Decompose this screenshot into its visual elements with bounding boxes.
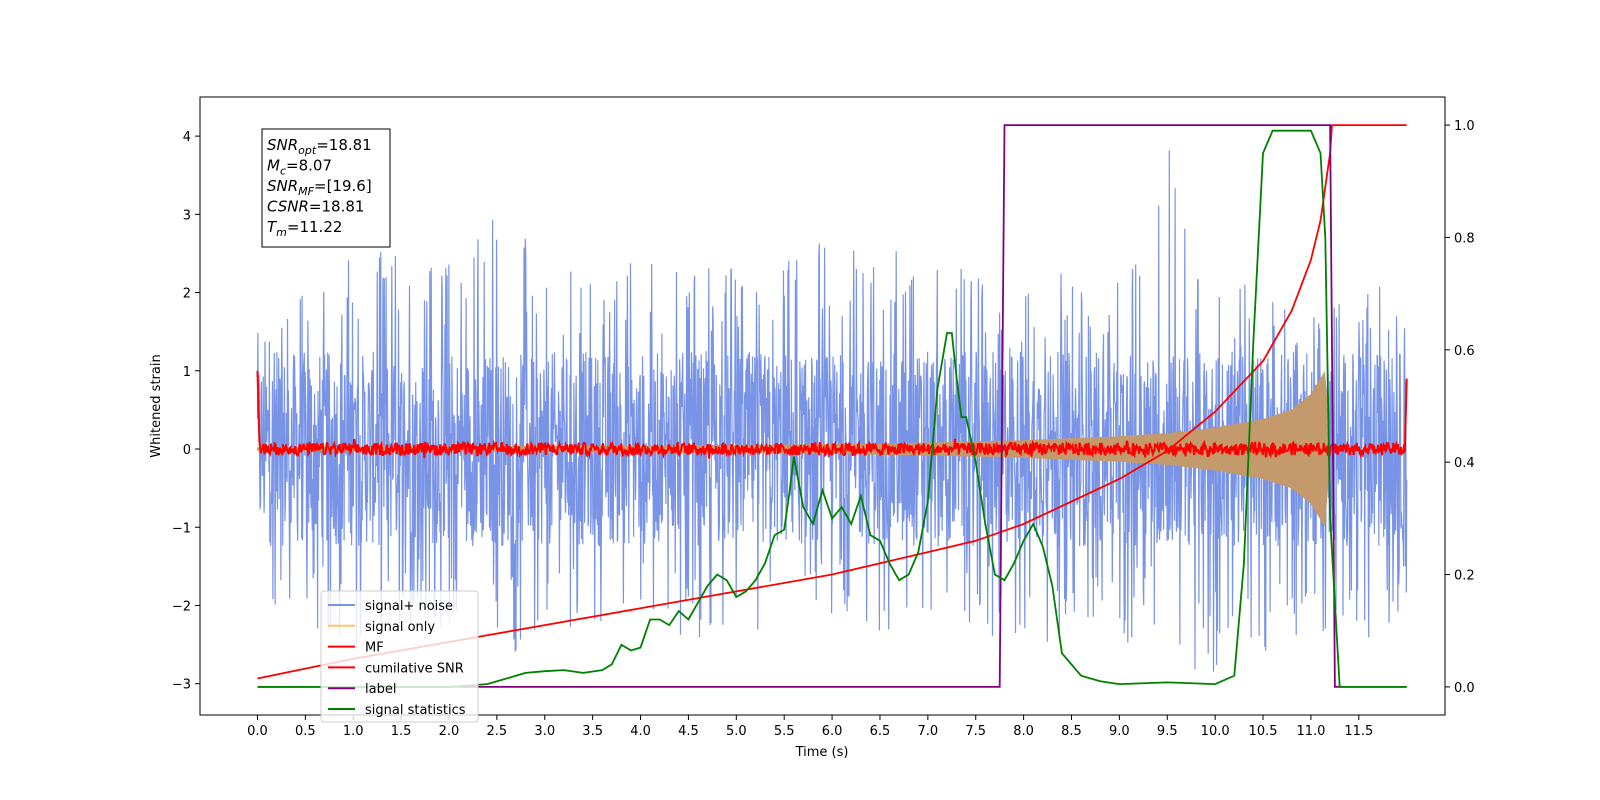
x-tick-label: 4.0 — [630, 724, 651, 739]
x-tick-label: 5.5 — [774, 724, 795, 739]
annotation-box: SNRopt=18.81Mc=8.07SNRMF=[19.6]CSNR=18.8… — [261, 128, 391, 248]
x-tick-label: 10.0 — [1201, 724, 1230, 739]
y-tick-label: 2 — [183, 287, 191, 302]
y2-axis-ticks: 1.0 0.8 0.6 0.4 0.2 0.0 — [1445, 119, 1475, 696]
annotation-line: SNRopt=18.81 — [267, 136, 372, 157]
x-tick-label: 3.5 — [582, 724, 603, 739]
y-tick-label: −1 — [172, 521, 191, 536]
x-tick-label: 2.0 — [439, 724, 460, 739]
x-tick-label: 1.0 — [343, 724, 364, 739]
x-tick-label: 10.5 — [1249, 724, 1278, 739]
legend-label: cumilative SNR — [365, 661, 464, 676]
y2-tick-label: 0.6 — [1454, 344, 1475, 359]
legend-label: signal+ noise — [365, 599, 453, 614]
x-tick-label: 2.5 — [487, 724, 508, 739]
series-mf — [256, 370, 1408, 460]
y2-tick-label: 0.0 — [1454, 681, 1475, 696]
x-tick-label: 1.5 — [391, 724, 412, 739]
x-tick-label: 0.5 — [295, 724, 316, 739]
x-tick-label: 9.0 — [1109, 724, 1130, 739]
legend: signal+ noise signal only MF cumilative SNR… — [320, 590, 479, 723]
annotation-line: Tm=11.22 — [267, 218, 342, 239]
annotation-line: CSNR=18.81 — [267, 198, 364, 216]
y-tick-label: −2 — [172, 599, 191, 614]
x-tick-label: 3.0 — [534, 724, 555, 739]
y2-tick-label: 1.0 — [1454, 119, 1475, 134]
y-tick-label: 0 — [183, 443, 191, 458]
x-tick-label: 6.5 — [870, 724, 891, 739]
x-axis-ticks: 0.0 0.5 1.0 1.5 2.0 2.5 3.0 3.5 4.0 4.5 5.0 5.5 6.0 6… — [247, 715, 1373, 739]
y-axis-ticks: 4 3 2 1 0 −1 −2 −3 — [172, 130, 200, 693]
legend-label: signal statistics — [365, 703, 466, 718]
y2-tick-label: 0.2 — [1454, 569, 1475, 584]
annotation-line: SNRMF=[19.6] — [267, 177, 372, 198]
annotation-frame — [261, 128, 391, 248]
y2-tick-label: 0.8 — [1454, 231, 1475, 246]
legend-label: MF — [365, 641, 384, 656]
y2-tick-label: 0.4 — [1454, 456, 1475, 471]
annotation-line: Mc=8.07 — [267, 157, 332, 178]
legend-frame — [320, 590, 479, 723]
y-tick-label: 3 — [183, 208, 191, 223]
y-tick-label: 4 — [183, 130, 191, 145]
x-tick-label: 0.0 — [247, 724, 268, 739]
x-tick-label: 5.0 — [726, 724, 747, 739]
legend-label: signal only — [365, 620, 435, 635]
legend-label: label — [365, 682, 396, 697]
plot-layer — [256, 124, 1408, 688]
x-tick-label: 6.0 — [822, 724, 843, 739]
x-tick-label: 11.0 — [1296, 724, 1325, 739]
plot-frame — [199, 96, 1446, 716]
y-tick-label: 1 — [183, 365, 191, 380]
series-cumulative-snr — [257, 124, 1407, 680]
x-axis-label: Time (s) — [795, 745, 849, 760]
x-tick-label: 9.5 — [1157, 724, 1178, 739]
legend-entries: signal+ noise signal only MF cumilative SNR… — [328, 599, 466, 718]
x-tick-label: 7.0 — [918, 724, 939, 739]
x-tick-label: 8.0 — [1013, 724, 1034, 739]
x-tick-label: 4.5 — [678, 724, 699, 739]
x-tick-label: 8.5 — [1061, 724, 1082, 739]
x-tick-label: 11.5 — [1344, 724, 1373, 739]
series-signal-statistics — [257, 129, 1407, 688]
series-signal-noise — [256, 150, 1408, 672]
y-tick-label: −3 — [172, 678, 191, 693]
x-tick-label: 7.5 — [965, 724, 986, 739]
annotation-lines: SNRopt=18.81Mc=8.07SNRMF=[19.6]CSNR=18.8… — [267, 136, 372, 239]
y-axis-label: Whitened strain — [149, 354, 164, 457]
